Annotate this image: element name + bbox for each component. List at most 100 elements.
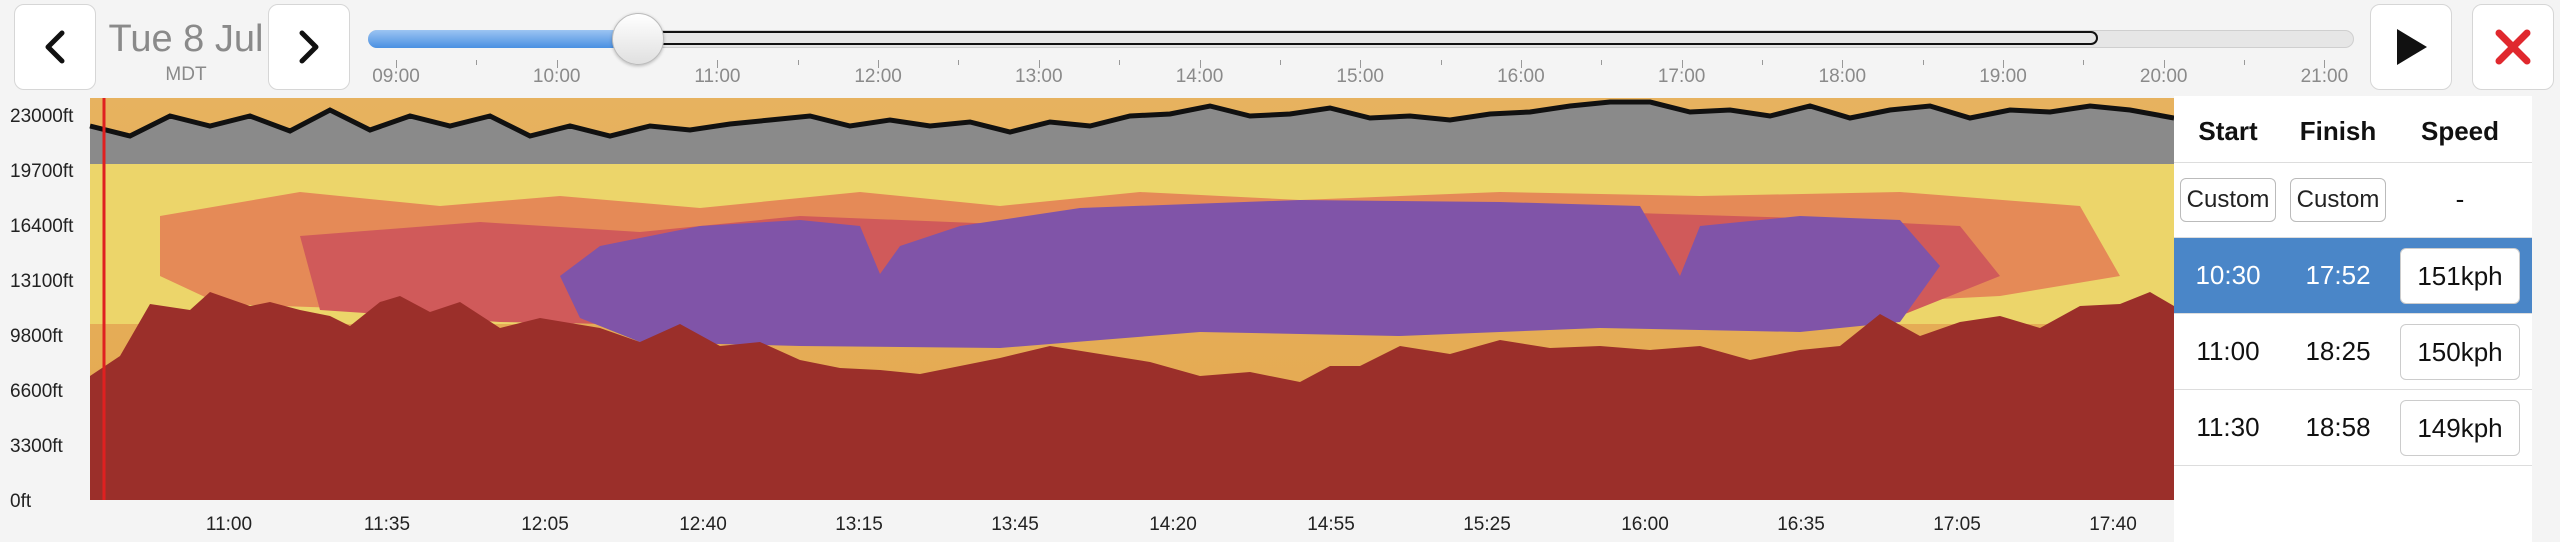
- close-icon: [2495, 29, 2531, 65]
- panel-header: Start Finish Speed: [2174, 96, 2532, 163]
- custom-row: Custom Custom -: [2174, 162, 2532, 238]
- timeline-tick: [396, 60, 397, 68]
- prev-day-button[interactable]: [14, 4, 96, 90]
- y-axis-label: 9800ft: [10, 326, 63, 347]
- close-button[interactable]: [2472, 4, 2554, 90]
- timeline-tick: [2003, 60, 2004, 68]
- timeline-tick: [2324, 60, 2326, 68]
- thermal-cross-section-chart: 23000ft 19700ft 16400ft 13100ft 9800ft 6600ft…: [0, 96, 2174, 542]
- finish-header: Finish: [2299, 116, 2377, 146]
- timeline-tick-label: 19:00: [1979, 66, 2027, 87]
- timeline-subtick: [1440, 60, 1442, 65]
- x-axis-label: 12:40: [679, 514, 727, 535]
- y-axis-label: 6600ft: [10, 381, 63, 402]
- timeline-tick-label: 10:00: [532, 66, 581, 87]
- speed-row[interactable]: 11:30 18:58 149kph: [2174, 390, 2532, 466]
- lift-band-max: [560, 200, 1940, 348]
- row-finish-time: 18:58: [2305, 412, 2371, 442]
- x-axis-label: 16:35: [1777, 514, 1825, 535]
- chart-canvas: [89, 98, 2174, 500]
- timeline-subtick: [1761, 60, 1763, 65]
- y-axis-label: 19700ft: [10, 161, 74, 182]
- timeline-subtick: [1119, 60, 1121, 65]
- terrain-ground: [90, 292, 2174, 500]
- timeline-subtick: [2244, 60, 2246, 65]
- y-axis-label: 23000ft: [10, 106, 74, 127]
- timeline-tick: [878, 60, 880, 68]
- timeline-tick-label: 11:00: [694, 66, 741, 87]
- timeline-tick-label: 21:00: [2300, 66, 2349, 87]
- row-speed-button[interactable]: 151kph: [2400, 248, 2520, 304]
- speed-header: Speed: [2420, 116, 2500, 146]
- timeline-tick: [1520, 60, 1522, 68]
- x-axis-label: 12:05: [521, 514, 569, 535]
- row-start-time: 11:30: [2196, 412, 2260, 442]
- x-axis-label: 16:00: [1621, 514, 1669, 535]
- timeline-subtick: [476, 60, 478, 65]
- timeline-tick: [1842, 60, 1844, 68]
- y-axis-label: 16400ft: [10, 216, 74, 237]
- row-finish-time: 17:52: [2305, 260, 2371, 290]
- right-margin: [2532, 96, 2560, 542]
- timeline-subtick: [1279, 60, 1281, 65]
- chevron-left-icon: [45, 30, 65, 64]
- custom-start-button[interactable]: Custom: [2180, 178, 2276, 222]
- row-speed-button[interactable]: 149kph: [2400, 400, 2520, 456]
- timeline-tick-label: 18:00: [1818, 66, 1867, 87]
- speed-panel: Start Finish Speed Custom Custom - 10:30…: [2174, 96, 2532, 542]
- x-axis-label: 11:00: [205, 514, 253, 535]
- timeline-subtick: [1922, 60, 1924, 65]
- x-axis-label: 11:35: [363, 514, 411, 535]
- slider-thumb[interactable]: [612, 13, 664, 65]
- flight-range-bar: [638, 31, 2098, 45]
- start-header: Start: [2198, 116, 2258, 146]
- timeline-tick-label: 09:00: [372, 66, 420, 87]
- time-slider[interactable]: 09:00 10:00 11:00 12:00 13:00 14:00 15:00 16:00…: [368, 0, 2358, 96]
- timeline-tick: [1360, 60, 1362, 68]
- row-start-time: 10:30: [2195, 260, 2261, 290]
- timeline-tick-label: 13:00: [1015, 66, 1063, 87]
- row-speed-button[interactable]: 150kph: [2400, 324, 2520, 380]
- row-start-time: 11:00: [2196, 336, 2260, 366]
- timeline-tick-label: 12:00: [854, 66, 902, 87]
- timeline-tick-label: 14:00: [1175, 66, 1224, 87]
- cloud-base-line: [89, 99, 2174, 139]
- timeline-tick: [2163, 60, 2165, 68]
- timeline-tick-label: 16:00: [1497, 66, 1545, 87]
- timeline-tick-label: 20:00: [2139, 66, 2188, 87]
- x-axis-label: 14:55: [1307, 514, 1355, 535]
- custom-finish-button[interactable]: Custom: [2290, 178, 2386, 222]
- timeline-tick-label: 17:00: [1657, 66, 1706, 87]
- custom-speed: -: [2455, 184, 2465, 214]
- timeline-subtick: [1601, 60, 1603, 65]
- row-finish-time: 18:25: [2305, 336, 2371, 366]
- x-axis-label: 15:25: [1463, 514, 1511, 535]
- timeline-tick-label: 15:00: [1336, 66, 1384, 87]
- speed-row[interactable]: 10:30 17:52 151kph: [2174, 238, 2532, 314]
- x-axis-label: 17:05: [1933, 514, 1981, 535]
- y-axis-label: 0ft: [10, 491, 32, 512]
- x-axis-label: 14:20: [1149, 514, 1197, 535]
- play-icon: [2397, 29, 2427, 65]
- x-axis-label: 13:15: [835, 514, 883, 535]
- slider-fill: [368, 30, 638, 48]
- timeline-tick: [1038, 60, 1040, 68]
- timeline-tick: [717, 60, 719, 68]
- speed-row[interactable]: 11:00 18:25 150kph: [2174, 314, 2532, 390]
- cloud-band: [90, 102, 2174, 164]
- timeline-subtick: [797, 60, 799, 65]
- timezone-label: MDT: [165, 64, 207, 85]
- play-button[interactable]: [2370, 4, 2452, 90]
- timeline-tick: [1199, 60, 1201, 68]
- y-axis-label: 3300ft: [10, 436, 63, 457]
- next-day-button[interactable]: [268, 4, 350, 90]
- timeline-subtick: [958, 60, 960, 65]
- x-axis-label: 13:45: [991, 514, 1039, 535]
- x-axis-label: 17:40: [2089, 514, 2137, 535]
- timeline-tick: [1681, 60, 1683, 68]
- date-display: Tue 8 Jul MDT: [106, 20, 266, 86]
- chevron-right-icon: [299, 30, 319, 64]
- y-axis-label: 13100ft: [10, 271, 74, 292]
- top-bar: Tue 8 Jul MDT 09:00 10:00 11:00 12:00 13:00 1…: [0, 0, 2560, 96]
- timeline-tick: [556, 60, 558, 68]
